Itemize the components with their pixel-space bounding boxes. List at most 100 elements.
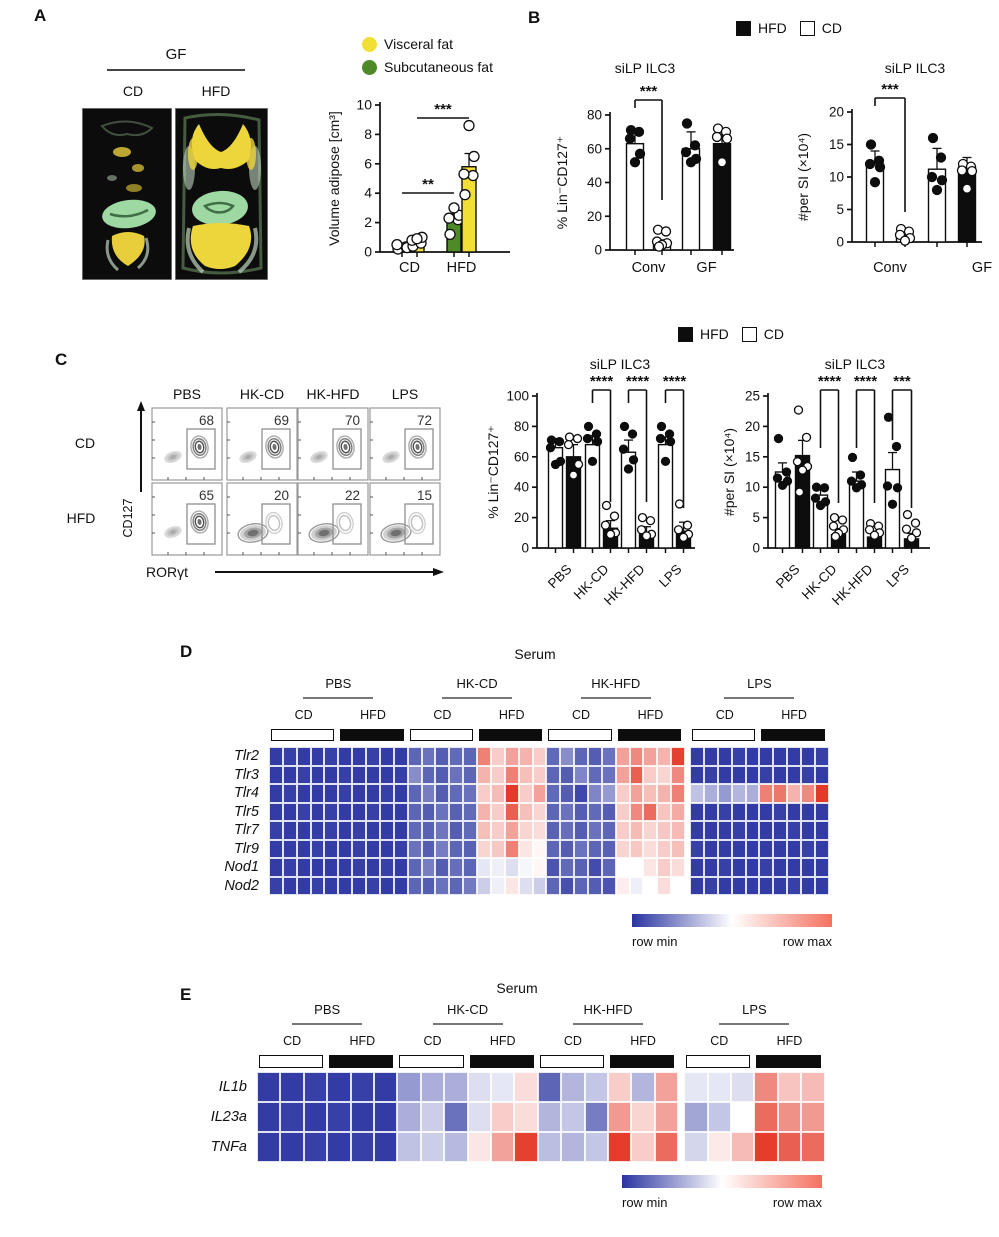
- data-point: [869, 530, 880, 540]
- flow-plot-HFD-PBS: 65: [151, 482, 223, 556]
- heatmap-cell: [504, 839, 519, 858]
- heatmap-cell: [731, 784, 746, 803]
- heatmap-cell: [801, 858, 815, 877]
- heatmap-diet-bar-cd: [692, 729, 756, 741]
- flow-column-label: HK-HFD: [307, 386, 360, 402]
- mri-col-label-hfd: HFD: [201, 83, 231, 99]
- heatmap-cell: [546, 821, 561, 840]
- heatmap-cell: [393, 839, 408, 858]
- data-point: [721, 133, 733, 144]
- data-point: [467, 169, 479, 182]
- data-point: [935, 152, 947, 163]
- heatmap-cell: [814, 765, 829, 784]
- heatmap-cell: [282, 876, 297, 895]
- heatmap-cell: [532, 821, 547, 840]
- heatmap-cell: [787, 784, 802, 803]
- heatmap-cell: [690, 821, 704, 840]
- heatmap-subgroup-label: CD: [563, 1034, 582, 1048]
- contour-blob: [170, 530, 176, 534]
- heatmap-cell: [532, 802, 547, 821]
- heatmap-cell: [601, 839, 616, 858]
- data-point: [605, 529, 616, 539]
- heatmap-cell: [491, 1132, 515, 1162]
- panel-a-label: A: [34, 6, 47, 25]
- heatmap-cell: [546, 784, 561, 803]
- data-point: [883, 412, 894, 422]
- heatmap-cell: [671, 747, 686, 766]
- heatmap-cell: [257, 1072, 281, 1102]
- significance-stars: ****: [663, 373, 687, 390]
- flow-plot-CD-HK-CD: 69: [226, 407, 298, 481]
- heatmap-cell: [518, 784, 533, 803]
- heatmap-cell: [269, 876, 283, 895]
- scale-min-label: row min: [632, 934, 678, 949]
- heatmap-cell: [532, 839, 547, 858]
- heatmap-cell: [463, 839, 478, 858]
- heatmap-subgroup-label: HFD: [637, 708, 664, 722]
- heatmap-cell: [352, 821, 367, 840]
- data-point: [600, 520, 611, 530]
- heatmap-cell: [352, 802, 367, 821]
- data-point: [628, 455, 639, 465]
- heatmap-cell: [393, 765, 408, 784]
- heatmap-cell: [435, 747, 450, 766]
- heatmap-cell: [296, 876, 311, 895]
- heatmap-cell: [671, 876, 686, 895]
- heatmap-cell: [717, 858, 732, 877]
- heatmap-cell: [787, 839, 802, 858]
- heatmap-cell: [631, 1132, 655, 1162]
- heatmap-e-title: Serum: [496, 980, 538, 996]
- data-point: [637, 512, 648, 523]
- heatmap-cell: [657, 876, 672, 895]
- heatmap-cell: [379, 784, 394, 803]
- heatmap-cell: [379, 839, 394, 858]
- heatmap-cell: [643, 858, 658, 877]
- heatmap-cell: [477, 839, 491, 858]
- y-axis-label: Volume adipose [cm³]: [326, 111, 342, 246]
- x-category-label: PBS: [773, 562, 803, 592]
- heatmap-cell: [379, 765, 394, 784]
- heatmap-cell: [324, 876, 339, 895]
- heatmap-cell: [657, 747, 672, 766]
- heatmap-cell: [467, 1132, 491, 1162]
- heatmap-cell: [615, 765, 630, 784]
- data-point: [828, 521, 839, 531]
- y-tick-label: 5: [836, 202, 844, 217]
- heatmap-cell: [514, 1072, 538, 1102]
- data-point: [931, 184, 943, 196]
- data-point: [855, 470, 866, 480]
- heatmap-cell: [754, 1072, 778, 1102]
- data-point: [887, 499, 898, 509]
- heatmap-cell: [588, 821, 602, 840]
- heatmap-row-label-Tlr4: Tlr4: [234, 785, 259, 801]
- data-point: [636, 525, 647, 535]
- data-point: [448, 202, 460, 214]
- contour-blob: [194, 515, 205, 529]
- heatmap-diet-bar-cd: [539, 1055, 604, 1068]
- data-point: [797, 465, 808, 475]
- heatmap-row-label-Nod1: Nod1: [224, 859, 259, 875]
- data-point: [609, 511, 620, 521]
- data-point: [573, 459, 584, 470]
- heatmap-cell: [463, 876, 478, 895]
- heatmap-cell: [393, 876, 408, 895]
- heatmap-cell: [296, 802, 311, 821]
- heatmap-cell: [324, 821, 339, 840]
- hfd-swatch: [736, 20, 751, 36]
- heatmap-cell: [310, 858, 325, 877]
- data-point: [716, 157, 728, 168]
- heatmap-cell: [801, 839, 815, 858]
- heatmap-cell: [745, 784, 760, 803]
- gate-percentage: 65: [199, 488, 214, 503]
- heatmap-cell: [269, 747, 283, 766]
- heatmap-cell: [435, 821, 450, 840]
- data-point: [837, 515, 848, 525]
- data-point: [869, 177, 881, 188]
- y-tick-label: 0: [364, 244, 372, 260]
- heatmap-cell: [477, 876, 491, 895]
- significance-stars: ***: [434, 101, 452, 118]
- data-point: [411, 233, 423, 245]
- heatmap-cell: [801, 1102, 825, 1132]
- heatmap-cell: [560, 765, 575, 784]
- subcutaneous-fat-label: Subcutaneous fat: [384, 59, 493, 75]
